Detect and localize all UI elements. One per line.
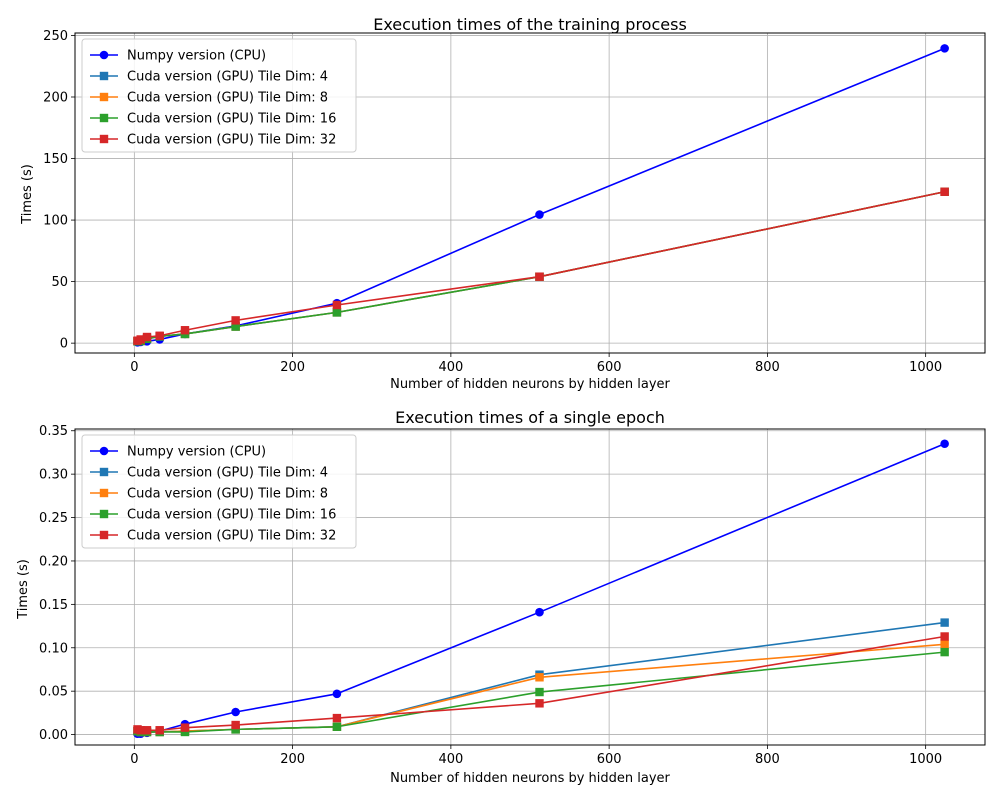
- x-tick-label: 800: [755, 360, 780, 375]
- data-point: [535, 673, 544, 682]
- y-tick-label: 0.20: [39, 554, 68, 569]
- legend-swatch-marker: [99, 530, 109, 540]
- legend-entry-label: Cuda version (GPU) Tile Dim: 32: [127, 133, 336, 148]
- legend-swatch-marker: [99, 467, 109, 477]
- data-point: [155, 331, 164, 340]
- x-axis-label: Number of hidden neurons by hidden layer: [390, 771, 670, 786]
- x-tick-label: 1000: [909, 752, 942, 767]
- data-point: [332, 713, 342, 723]
- legend-entry-label: Cuda version (GPU) Tile Dim: 4: [127, 70, 328, 85]
- data-point: [535, 699, 544, 708]
- data-point: [136, 726, 145, 735]
- data-point: [332, 300, 342, 310]
- data-point: [332, 722, 342, 731]
- data-point: [535, 687, 544, 697]
- chart-title: Execution times of the training process: [373, 15, 687, 34]
- legend-entry-label: Cuda version (GPU) Tile Dim: 16: [127, 508, 336, 523]
- data-point: [535, 272, 544, 281]
- data-point: [231, 322, 240, 331]
- y-tick-label: 0.35: [39, 424, 68, 439]
- x-tick-label: 200: [280, 360, 305, 375]
- data-point: [231, 707, 240, 717]
- data-point: [231, 725, 240, 734]
- series-line: [137, 635, 945, 732]
- data-point: [940, 647, 949, 657]
- y-tick-label: 0.05: [39, 685, 68, 700]
- legend-entry-label: Numpy version (CPU): [127, 49, 266, 64]
- legend-swatch-marker: [99, 446, 109, 456]
- y-tick-label: 0.25: [39, 511, 68, 526]
- legend-entry-label: Cuda version (GPU) Tile Dim: 4: [127, 466, 328, 481]
- x-tick-label: 400: [438, 752, 463, 767]
- data-point: [231, 316, 240, 325]
- x-tick-label: 0: [130, 360, 138, 375]
- y-tick-label: 150: [43, 152, 68, 167]
- chart-title: Execution times of a single epoch: [395, 408, 665, 427]
- legend-swatch-marker: [99, 113, 109, 123]
- x-tick-label: 1000: [909, 360, 942, 375]
- y-axis-label: Times (s): [20, 164, 35, 225]
- data-point: [180, 326, 190, 335]
- data-point: [940, 187, 949, 196]
- data-point: [332, 689, 342, 699]
- x-tick-label: 600: [597, 752, 622, 767]
- data-point: [142, 332, 152, 342]
- legend-swatch-marker: [99, 92, 109, 102]
- x-tick-label: 400: [438, 360, 463, 375]
- data-point: [136, 335, 145, 344]
- y-axis-label: Times (s): [16, 559, 31, 620]
- legend-entry-label: Cuda version (GPU) Tile Dim: 8: [127, 91, 328, 106]
- y-tick-label: 250: [43, 29, 68, 44]
- data-point: [231, 720, 240, 730]
- series-4: [133, 187, 949, 345]
- data-point: [180, 727, 190, 737]
- y-tick-label: 0.00: [39, 728, 68, 743]
- legend-entry-label: Cuda version (GPU) Tile Dim: 8: [127, 487, 328, 502]
- plot-frame: [74, 428, 986, 746]
- y-tick-label: 0.30: [39, 468, 68, 483]
- plot-frame: [74, 32, 986, 354]
- y-tick-label: 50: [51, 275, 68, 290]
- data-point: [332, 308, 342, 317]
- data-point: [940, 632, 949, 641]
- data-point: [940, 439, 949, 449]
- x-tick-label: 600: [597, 360, 622, 375]
- data-point: [155, 726, 164, 735]
- legend-box: [81, 38, 357, 153]
- data-point: [180, 723, 190, 732]
- legend-swatch-marker: [99, 488, 109, 498]
- training-time-chart: Execution times of the training process …: [20, 15, 986, 392]
- data-point: [535, 607, 544, 617]
- legend-entry-label: Cuda version (GPU) Tile Dim: 16: [127, 112, 336, 127]
- legend-swatch-marker: [99, 134, 109, 144]
- legend-entry-label: Numpy version (CPU): [127, 445, 266, 460]
- data-point: [940, 640, 949, 649]
- legend-swatch-marker: [99, 71, 109, 81]
- y-tick-label: 200: [43, 91, 68, 106]
- legend-swatch-marker: [99, 50, 109, 60]
- data-point: [535, 210, 544, 219]
- legend-swatch-marker: [99, 509, 109, 519]
- x-tick-label: 200: [280, 752, 305, 767]
- x-axis-label: Number of hidden neurons by hidden layer: [390, 377, 670, 392]
- legend-box: [81, 434, 357, 549]
- y-tick-label: 0.10: [39, 641, 68, 656]
- y-tick-label: 0.15: [39, 598, 68, 613]
- data-point: [940, 618, 949, 627]
- data-point: [940, 44, 949, 53]
- y-tick-label: 0: [60, 337, 68, 352]
- series-4: [133, 632, 949, 735]
- epoch-time-chart: Execution times of a single epoch Number…: [16, 408, 986, 786]
- x-tick-label: 800: [755, 752, 780, 767]
- legend-entry-label: Cuda version (GPU) Tile Dim: 32: [127, 529, 336, 544]
- x-tick-label: 0: [130, 752, 138, 767]
- y-tick-label: 100: [43, 214, 68, 229]
- data-point: [142, 726, 152, 735]
